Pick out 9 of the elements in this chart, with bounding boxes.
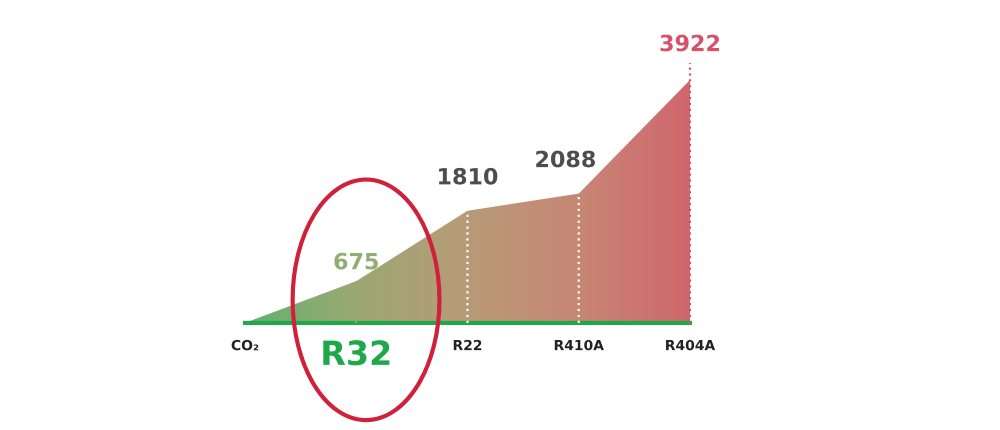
data-label: 1810: [439, 168, 498, 185]
data-label: 675: [334, 252, 378, 270]
x-tick-label: R404A: [666, 340, 716, 350]
x-tick-label: R32: [323, 340, 390, 366]
x-tick-label: R410A: [554, 340, 604, 350]
data-label: 3922: [660, 34, 719, 52]
x-tick-label: CO₂: [232, 340, 258, 350]
data-label: 2088: [536, 150, 595, 168]
x-tick-label: R22: [454, 340, 482, 350]
